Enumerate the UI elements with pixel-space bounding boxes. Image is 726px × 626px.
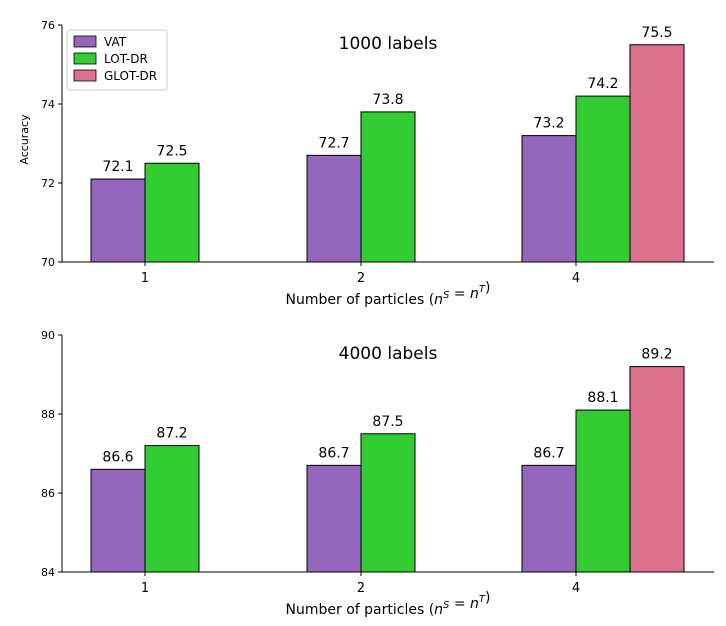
bar-lot-dr-4 <box>575 409 631 573</box>
data-label: 86.6 <box>102 449 133 465</box>
data-label: 73.2 <box>533 116 564 132</box>
data-label: 72.5 <box>156 143 187 159</box>
x-tick-label: 2 <box>357 581 365 596</box>
data-label: 87.2 <box>156 426 187 442</box>
data-label: 74.2 <box>587 76 618 92</box>
bar-glot-dr-4 <box>629 44 685 263</box>
bar-lot-dr-2 <box>360 433 416 573</box>
bar-vat-2 <box>306 464 362 573</box>
bar-vat-4 <box>521 464 577 573</box>
y-tick-label: 72 <box>41 177 55 190</box>
bar-lot-dr-4 <box>575 95 631 263</box>
x-axis-label: Number of particles (nS = nT) <box>286 280 491 308</box>
legend-entry: VAT <box>104 35 127 49</box>
chart-panel-1: 72.1 72.7 73.2 72.5 73.8 74.2 75.5 70 72 74 76 1 2 4 1… <box>18 19 714 308</box>
x-tick-label: 1 <box>141 271 149 286</box>
y-tick-label: 90 <box>41 329 55 342</box>
legend-swatch <box>73 52 97 65</box>
y-tick-label: 84 <box>41 566 55 579</box>
legend-swatch <box>73 35 97 48</box>
data-label: 75.5 <box>641 25 672 41</box>
data-label: 72.1 <box>102 159 133 175</box>
bar-glot-dr-4 <box>629 366 685 573</box>
legend-swatch <box>73 69 97 82</box>
bar-vat-1 <box>90 468 146 573</box>
y-axis-label: Accuracy <box>18 114 31 165</box>
chart-title: 4000 labels <box>339 344 438 364</box>
x-tick-label: 1 <box>141 581 149 596</box>
bar-vat-2 <box>306 154 362 263</box>
data-label: 88.1 <box>587 390 618 406</box>
chart-title: 1000 labels <box>339 34 438 54</box>
legend-entry: LOT-DR <box>104 52 148 66</box>
data-label: 73.8 <box>372 92 403 108</box>
data-label: 86.7 <box>533 445 564 461</box>
x-axis-label: Number of particles (nS = nT) <box>286 590 491 618</box>
data-label: 87.5 <box>372 414 403 430</box>
x-tick-label: 4 <box>572 581 580 596</box>
x-tick-label: 4 <box>572 271 580 286</box>
data-label: 72.7 <box>318 135 349 151</box>
y-tick-label: 88 <box>41 408 55 421</box>
legend-entry: GLOT-DR <box>104 69 157 83</box>
y-tick-label: 74 <box>41 98 55 111</box>
data-label: 89.2 <box>641 347 672 363</box>
legend: VAT LOT-DR GLOT-DR <box>66 29 168 91</box>
bar-lot-dr-1 <box>144 162 200 263</box>
y-tick-label: 86 <box>41 487 55 500</box>
x-tick-label: 2 <box>357 271 365 286</box>
bar-lot-dr-2 <box>360 111 416 263</box>
y-tick-label: 70 <box>41 256 55 269</box>
y-tick-label: 76 <box>41 19 55 32</box>
chart-panel-2: 86.6 86.7 86.7 87.2 87.5 88.1 89.2 84 86 88 90 1 2 4 4… <box>41 329 714 618</box>
bar-lot-dr-1 <box>144 445 200 573</box>
data-label: 86.7 <box>318 445 349 461</box>
bar-vat-1 <box>90 178 146 263</box>
bar-vat-4 <box>521 135 577 263</box>
